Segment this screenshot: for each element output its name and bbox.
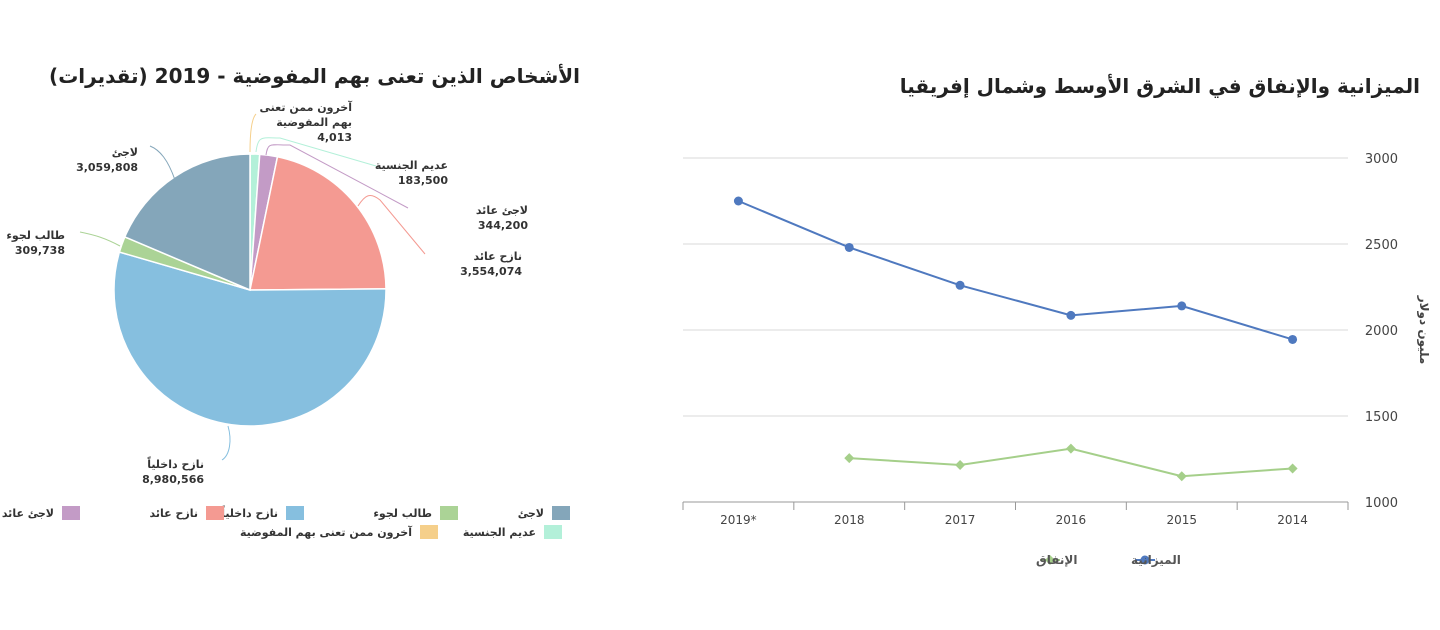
x-tick-label: 2014 — [1277, 513, 1308, 527]
legend-returned-refugee[interactable]: لاجئ عائد — [2, 506, 80, 520]
leader-line — [249, 113, 257, 153]
y-tick-label: 1000 — [1365, 496, 1398, 511]
label-others-line2: بهم المفوضية — [276, 116, 352, 129]
legend-label: الميزانية — [1131, 553, 1181, 567]
label-text: عديم الجنسية — [374, 159, 448, 172]
x-tick-label: 2019* — [720, 513, 757, 527]
legend-swatch — [420, 525, 438, 539]
line-chart: 1000 1500 2000 2500 3000 2019* 2018 2017 2016 201… — [682, 152, 1431, 567]
label-text: طالب لجوء — [6, 229, 65, 242]
label-text: لاجئ عائد — [475, 204, 528, 217]
leader-line — [79, 231, 121, 247]
legend-label: لاجئ — [517, 506, 544, 520]
legend-swatch — [440, 506, 458, 520]
leader-line — [357, 194, 426, 255]
label-text: نازح داخلياً — [147, 458, 204, 471]
leader-line — [255, 137, 377, 167]
x-tick-label: 2015 — [1166, 513, 1197, 527]
legend-stateless[interactable]: عديم الجنسية — [463, 525, 562, 539]
legend-label: عديم الجنسية — [462, 525, 536, 539]
y-tick-label: 2000 — [1365, 324, 1398, 339]
data-point[interactable] — [1288, 334, 1298, 344]
data-point[interactable] — [1066, 310, 1076, 320]
legend-swatch — [544, 525, 562, 539]
legend-item[interactable]: الميزانية — [1131, 553, 1181, 567]
data-point[interactable] — [1176, 471, 1187, 482]
label-idp: نازح داخلياً 8,980,566 — [142, 457, 204, 487]
y-axis-label: مليون دولار — [1416, 295, 1431, 365]
legend-swatch — [286, 506, 304, 520]
leader-line — [265, 144, 409, 209]
label-value: 8,980,566 — [142, 473, 204, 486]
data-point[interactable] — [1065, 443, 1076, 454]
pie-slice[interactable] — [249, 155, 387, 291]
series-line — [738, 200, 1293, 341]
label-returned-refugee: لاجئ عائد 344,200 — [476, 203, 528, 233]
label-refugee: لاجئ 3,059,808 — [76, 145, 138, 175]
legend-label: طالب لجوء — [373, 506, 432, 520]
label-others-line1: آخرون ممن تعنى — [259, 101, 352, 114]
legend-swatch — [552, 506, 570, 520]
legend-label: نازح عائد — [149, 506, 198, 520]
label-others: آخرون ممن تعنى بهم المفوضية 4,013 — [260, 100, 352, 145]
data-point[interactable] — [844, 242, 854, 252]
legend-label: لاجئ عائد — [1, 506, 54, 520]
data-point[interactable] — [844, 453, 855, 464]
label-others-value: 4,013 — [317, 131, 352, 144]
label-returned-idp: نازح عائد 3,554,074 — [460, 249, 522, 279]
legend-label: الإنفاق — [1036, 553, 1077, 567]
pie-slice[interactable] — [113, 251, 387, 427]
legend-asylum[interactable]: طالب لجوء — [373, 506, 458, 520]
label-text: لاجئ — [111, 146, 138, 159]
legend-returned-idp[interactable]: نازح عائد — [150, 506, 224, 520]
label-value: 309,738 — [14, 244, 65, 257]
legend-others[interactable]: آخرون ممن تعنى بهم المفوضية — [240, 525, 438, 539]
x-tick-label: 2016 — [1056, 513, 1087, 527]
legend-idp[interactable]: نازح داخلياً — [221, 506, 304, 520]
data-point[interactable] — [733, 196, 743, 206]
leader-line — [221, 425, 231, 461]
leader-line — [149, 145, 176, 181]
y-tick-label: 3000 — [1365, 152, 1398, 167]
y-tick-label: 1500 — [1365, 410, 1398, 425]
label-value: 344,200 — [477, 219, 528, 232]
label-asylum: طالب لجوء 309,738 — [6, 228, 65, 258]
x-tick-label: 2017 — [945, 513, 976, 527]
label-text: نازح عائد — [473, 250, 522, 263]
data-point[interactable] — [1177, 301, 1187, 311]
line-title: الميزانية والإنفاق في الشرق الأوسط وشمال… — [899, 74, 1420, 98]
data-point[interactable] — [1287, 463, 1298, 474]
data-point[interactable] — [955, 460, 966, 471]
legend-refugee[interactable]: لاجئ — [518, 506, 570, 520]
legend-swatch — [206, 506, 224, 520]
legend-item[interactable]: الإنفاق — [1036, 553, 1077, 567]
data-point[interactable] — [955, 280, 965, 290]
label-stateless: عديم الجنسية 183,500 — [375, 158, 448, 188]
legend-label: نازح داخلياً — [221, 506, 278, 520]
label-value: 3,554,074 — [460, 265, 522, 278]
label-value: 183,500 — [397, 174, 448, 187]
legend-label: آخرون ممن تعنى بهم المفوضية — [239, 525, 412, 539]
x-tick-label: 2018 — [834, 513, 865, 527]
legend-swatch — [62, 506, 80, 520]
pie-chart — [79, 113, 426, 461]
label-value: 3,059,808 — [76, 161, 138, 174]
y-tick-label: 2500 — [1365, 238, 1398, 253]
pie-slice[interactable] — [123, 153, 251, 292]
legend-marker — [1045, 555, 1055, 565]
legend-marker — [1140, 555, 1150, 565]
pie-title: الأشخاص الذين تعنى بهم المفوضية - 2019 (… — [49, 64, 580, 88]
